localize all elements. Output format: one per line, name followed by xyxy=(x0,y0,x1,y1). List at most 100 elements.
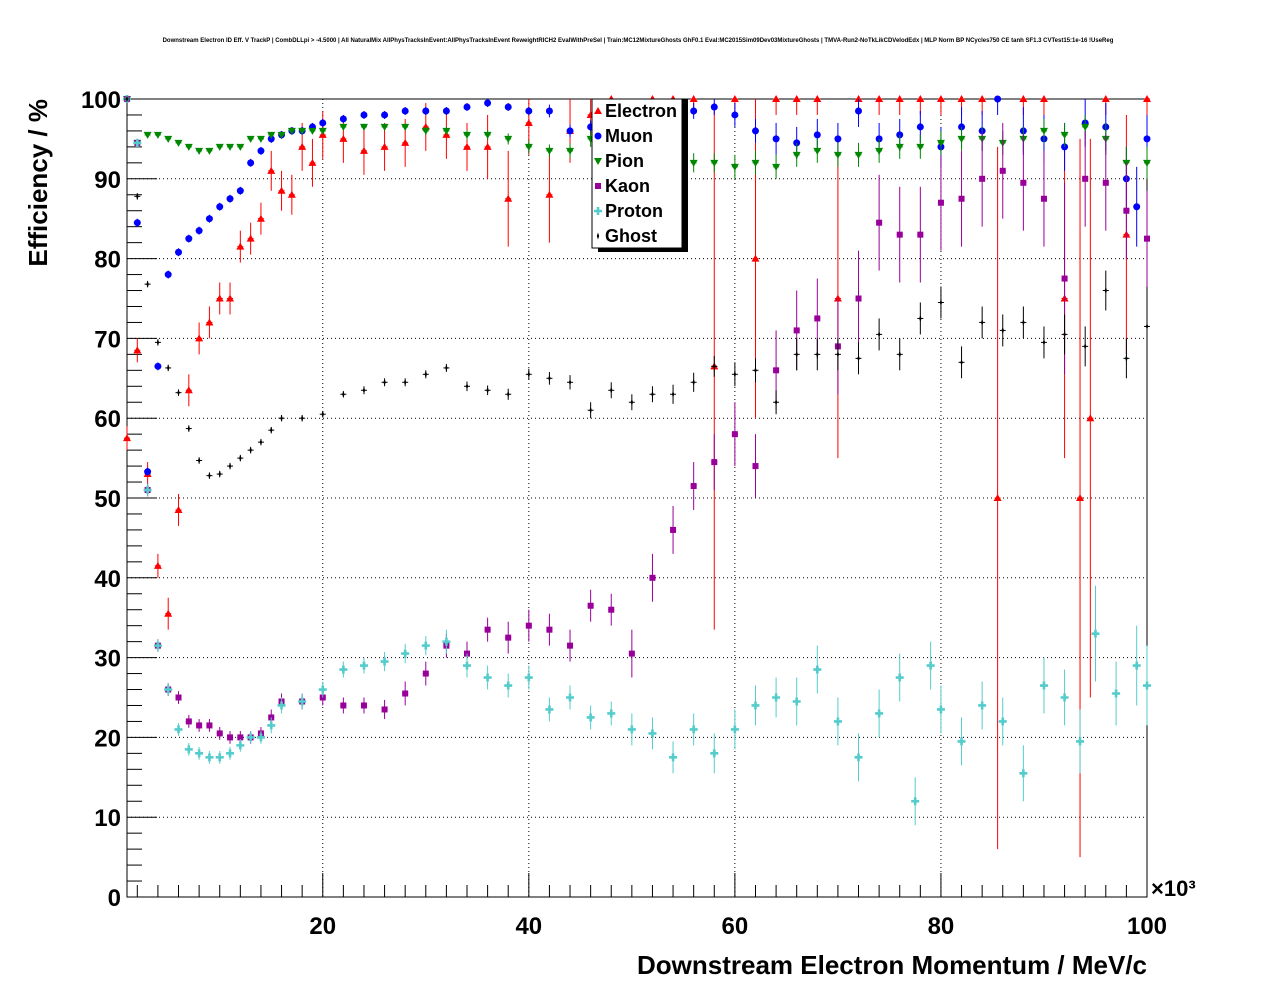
electron-point xyxy=(1086,414,1095,422)
pion-point xyxy=(1060,131,1069,139)
muon-point xyxy=(339,115,347,123)
pion-point xyxy=(957,135,966,143)
pion-point xyxy=(463,131,471,139)
electron-point xyxy=(1019,95,1028,102)
ghost-point xyxy=(610,386,613,394)
kaon-point xyxy=(999,167,1006,174)
pion-point xyxy=(226,143,235,151)
proton-point xyxy=(545,705,554,714)
muon-point xyxy=(381,111,389,119)
y-tick-label: 0 xyxy=(108,885,121,912)
proton-point xyxy=(1132,661,1141,670)
muon-point xyxy=(855,107,863,115)
kaon-point xyxy=(917,231,924,238)
electron-point xyxy=(226,294,235,302)
y-tick-label: 30 xyxy=(94,646,121,673)
electron-point xyxy=(174,505,183,513)
proton-point xyxy=(143,486,152,495)
proton-point xyxy=(566,693,575,702)
proton-point xyxy=(627,725,636,734)
ghost-point xyxy=(671,390,675,398)
ghost-point xyxy=(733,370,737,378)
kaon-point xyxy=(876,219,883,226)
muon-point xyxy=(154,362,162,370)
axes: 0 10 20 30 40 50 60 70 80 90 100 20 40 60 80 100 xyxy=(81,87,1167,940)
proton-point xyxy=(256,733,265,742)
proton-point xyxy=(524,673,533,682)
muon-point xyxy=(144,468,152,476)
pion-point xyxy=(380,123,389,131)
ghost-point xyxy=(342,390,345,398)
series-proton xyxy=(123,95,1151,826)
pion-point xyxy=(442,127,451,135)
proton-point xyxy=(174,725,183,734)
x-axis-exponent-label: ×10³ xyxy=(1151,876,1196,901)
pion-point xyxy=(236,143,245,151)
pion-point xyxy=(566,147,575,155)
muon-point xyxy=(751,127,759,135)
electron-point xyxy=(483,142,492,150)
pion-point xyxy=(164,135,173,143)
proton-point xyxy=(648,729,657,738)
muon-point xyxy=(545,107,553,115)
kaon-point xyxy=(1040,195,1047,202)
proton-point xyxy=(730,725,739,734)
electron-point xyxy=(545,190,554,198)
y-axis-title: Efficiency / % xyxy=(23,99,53,267)
electron-point xyxy=(401,138,410,146)
muon-point xyxy=(484,99,492,107)
pion-point xyxy=(751,159,760,167)
proton-point xyxy=(833,717,842,726)
x-tick-label: 40 xyxy=(515,913,542,940)
proton-point xyxy=(689,725,698,734)
proton-point xyxy=(401,649,410,658)
electron-point xyxy=(164,609,173,617)
ghost-point xyxy=(774,398,778,406)
electron-point xyxy=(1143,95,1151,102)
electron-point xyxy=(854,95,863,102)
pion-point xyxy=(854,151,863,159)
proton-point xyxy=(226,749,235,758)
pion-point xyxy=(256,135,265,143)
ghost-point xyxy=(218,470,221,478)
pion-point xyxy=(792,151,801,159)
ghost-point xyxy=(445,364,448,372)
electron-point xyxy=(184,386,193,394)
proton-point xyxy=(1039,681,1048,690)
electron-point xyxy=(236,242,245,250)
proton-point xyxy=(359,661,368,670)
ghost-point xyxy=(527,370,531,378)
ghost-point xyxy=(877,330,881,338)
pion-point xyxy=(287,127,296,135)
kaon-point xyxy=(937,199,944,206)
proton-point xyxy=(1143,681,1151,690)
pion-point xyxy=(359,123,368,131)
legend-entry-electron: Electron xyxy=(594,101,677,121)
kaon-point xyxy=(670,526,677,533)
ghost-point xyxy=(486,386,489,394)
ghost-point xyxy=(403,378,407,386)
ghost-point xyxy=(259,438,263,446)
electron-point xyxy=(1039,95,1048,102)
proton-point xyxy=(380,657,389,666)
legend-entry-muon: Muon xyxy=(594,126,653,146)
electron-point xyxy=(916,95,925,102)
ghost-point xyxy=(167,364,170,372)
proton-point xyxy=(1019,769,1028,778)
ghost-point xyxy=(507,390,510,398)
ghost-point xyxy=(795,350,798,358)
pion-point xyxy=(318,127,327,135)
proton-point xyxy=(236,741,245,750)
electron-point xyxy=(936,95,945,102)
electron-point xyxy=(339,134,348,142)
kaon-point xyxy=(525,622,532,629)
ghost-point xyxy=(362,386,366,394)
legend-label-pion: Pion xyxy=(605,151,644,171)
legend-marker-pion xyxy=(594,158,602,165)
electron-point xyxy=(359,146,368,154)
muon-point xyxy=(690,107,698,115)
muon-point xyxy=(834,135,842,143)
muon-point xyxy=(916,123,924,131)
kaon-point xyxy=(608,606,615,613)
muon-point xyxy=(133,219,141,227)
